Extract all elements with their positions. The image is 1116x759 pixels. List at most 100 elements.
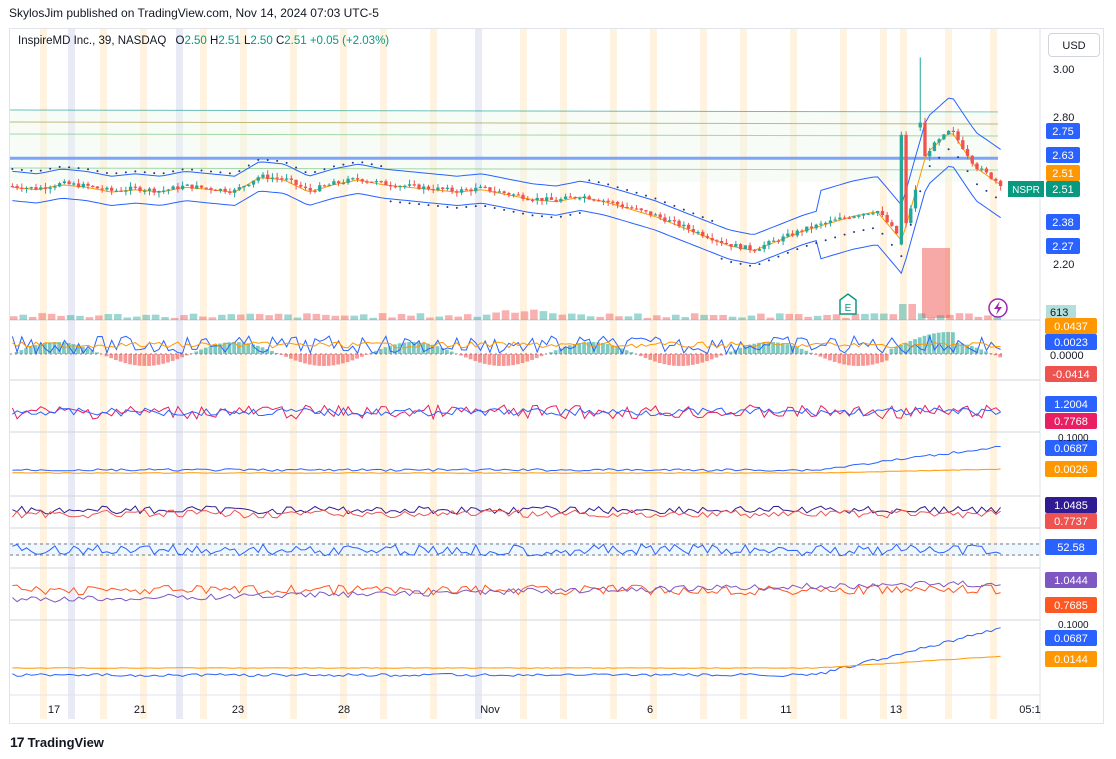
currency-button[interactable]: USD xyxy=(1048,33,1100,57)
histogram-bar xyxy=(828,354,832,361)
histogram-bar xyxy=(922,335,927,354)
candle-body xyxy=(261,174,265,178)
volume-bar xyxy=(634,313,642,320)
volume-bar xyxy=(227,314,236,320)
histogram-bar xyxy=(572,344,577,354)
sar-dot xyxy=(531,214,534,217)
candle-body xyxy=(313,190,317,192)
sar-dot xyxy=(162,172,165,175)
volume-bar xyxy=(38,313,46,320)
candle-body xyxy=(984,168,989,173)
histogram-bar xyxy=(109,354,114,359)
sar-dot xyxy=(843,233,846,236)
histogram-bar xyxy=(771,342,776,354)
time-axis-label: 05:1 xyxy=(1019,704,1040,716)
volume-bar xyxy=(369,317,377,320)
histogram-bar xyxy=(222,342,227,354)
candle-body xyxy=(639,208,643,211)
histogram-bar xyxy=(553,350,558,354)
candle-body xyxy=(842,217,847,219)
sar-dot xyxy=(900,255,903,258)
volume-bar xyxy=(492,312,500,320)
time-axis-label: 6 xyxy=(647,704,653,716)
candle-body xyxy=(270,177,275,179)
candle-body xyxy=(360,179,364,182)
candle-body xyxy=(370,181,374,183)
volume-bar xyxy=(672,314,680,320)
candle-body xyxy=(138,187,142,192)
candle-body xyxy=(62,181,67,184)
symbol-tag xyxy=(1008,181,1044,197)
histogram-bar xyxy=(383,347,388,354)
histogram-bar xyxy=(251,344,255,354)
histogram-bar xyxy=(71,344,76,354)
histogram-bar xyxy=(411,342,416,354)
volume-badge-label: 613 xyxy=(1050,307,1068,319)
candle-body xyxy=(247,184,251,187)
sar-dot xyxy=(295,166,298,169)
sar-dot xyxy=(389,200,392,203)
sar-dot xyxy=(124,171,127,174)
volume-bar xyxy=(520,311,529,320)
histogram-bar xyxy=(785,344,790,354)
histogram-bar xyxy=(298,354,303,363)
candle-body xyxy=(105,187,109,190)
candle-body xyxy=(232,189,237,193)
histogram-bar xyxy=(761,342,766,354)
session-stripe xyxy=(340,29,347,719)
candle-body xyxy=(890,222,894,226)
oscillator-scale-tick: 0.1000 xyxy=(1058,433,1089,444)
histogram-bar xyxy=(66,343,71,354)
volume-bar xyxy=(653,315,661,320)
sar-dot xyxy=(351,161,354,164)
histogram-bar xyxy=(567,345,572,354)
histogram-bar xyxy=(194,351,199,354)
candle-body xyxy=(341,182,346,185)
histogram-bar xyxy=(667,354,672,366)
candle-body xyxy=(171,186,175,190)
candle-body xyxy=(691,229,695,233)
oscillator-7-line-orange xyxy=(12,655,1001,669)
horizontal-level-line xyxy=(9,109,999,113)
price-badge xyxy=(1046,123,1080,139)
candle-body xyxy=(199,185,204,188)
candle-body xyxy=(866,213,870,215)
candle-body xyxy=(904,134,908,224)
candle-body xyxy=(876,211,880,214)
volume-bar xyxy=(47,313,56,320)
histogram-bar xyxy=(336,354,341,365)
histogram-bar xyxy=(719,354,724,356)
histogram-bar xyxy=(657,354,662,363)
histogram-bar xyxy=(662,354,667,365)
candle-body xyxy=(114,190,119,192)
sar-dot xyxy=(749,264,752,267)
candle-body xyxy=(384,181,388,186)
volume-bar xyxy=(511,312,519,320)
candle-body xyxy=(308,188,312,191)
histogram-bar xyxy=(104,354,109,357)
histogram-bar xyxy=(359,354,364,357)
oscillator-badge xyxy=(1045,413,1097,429)
histogram-bar xyxy=(700,354,705,363)
histogram-bar xyxy=(492,354,497,366)
time-axis-label: 21 xyxy=(134,704,146,716)
oscillator-badge-label: 0.0687 xyxy=(1054,633,1088,645)
volume-bar xyxy=(114,314,122,320)
candle-body xyxy=(530,199,535,202)
tradingview-footer[interactable]: 17 TradingView xyxy=(10,734,104,750)
sar-dot xyxy=(228,172,231,175)
histogram-bar xyxy=(530,354,534,360)
ohlc-values: O2.50 H2.51 L2.50 C2.51 +0.05 (+2.03%) xyxy=(175,35,390,47)
histogram-bar xyxy=(757,342,761,354)
histogram-bar xyxy=(591,342,596,354)
oscillator-badge-label: 0.7768 xyxy=(1054,416,1088,428)
volume-bar xyxy=(549,313,557,320)
candle-body xyxy=(918,122,922,128)
oscillator-scale-label: 0.0000 xyxy=(1050,350,1084,362)
candle-body xyxy=(469,189,473,192)
candle-body xyxy=(838,217,842,220)
horizontal-level-line xyxy=(9,133,999,137)
tradingview-logo-icon: 17 xyxy=(10,734,25,750)
histogram-bar xyxy=(804,350,809,354)
